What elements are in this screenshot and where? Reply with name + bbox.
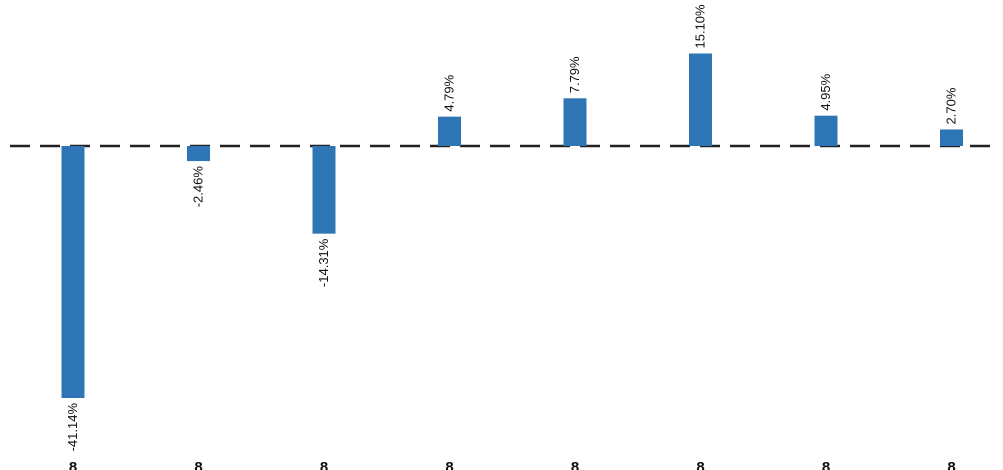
bar-value-label: -14.31% [316,238,331,287]
category-tick-label: 8 [822,459,830,470]
bar-value-label: 4.79% [442,74,457,111]
bar-value-label: 15.10% [693,4,708,49]
category-tick-label: 8 [571,459,579,470]
bar [312,146,336,234]
bar-value-label: 4.95% [818,73,833,110]
bar [61,146,85,398]
category-tick-label: 8 [194,459,202,470]
bar [563,98,587,146]
bar [187,146,210,162]
bars-group [61,53,963,398]
category-tick-labels: 8 8 8 8 8 8 8 8 [69,459,956,470]
category-tick-label: 8 [320,459,328,470]
bar [689,53,712,147]
bar-value-labels: -41.14% -2.46% -14.31% 4.79% 7.79% 15.10% 4.95… [65,4,959,451]
bar-value-label: 7.79% [567,56,582,93]
bar [438,116,461,146]
category-tick-label: 8 [69,459,77,470]
bar [814,115,838,146]
bar-value-label: -2.46% [191,166,206,208]
bar-value-label: -41.14% [65,403,80,452]
bar-value-label: 2.70% [944,87,959,124]
category-tick-label: 8 [696,459,704,470]
bar [940,129,963,146]
category-tick-label: 8 [947,459,955,470]
category-tick-label: 8 [445,459,453,470]
